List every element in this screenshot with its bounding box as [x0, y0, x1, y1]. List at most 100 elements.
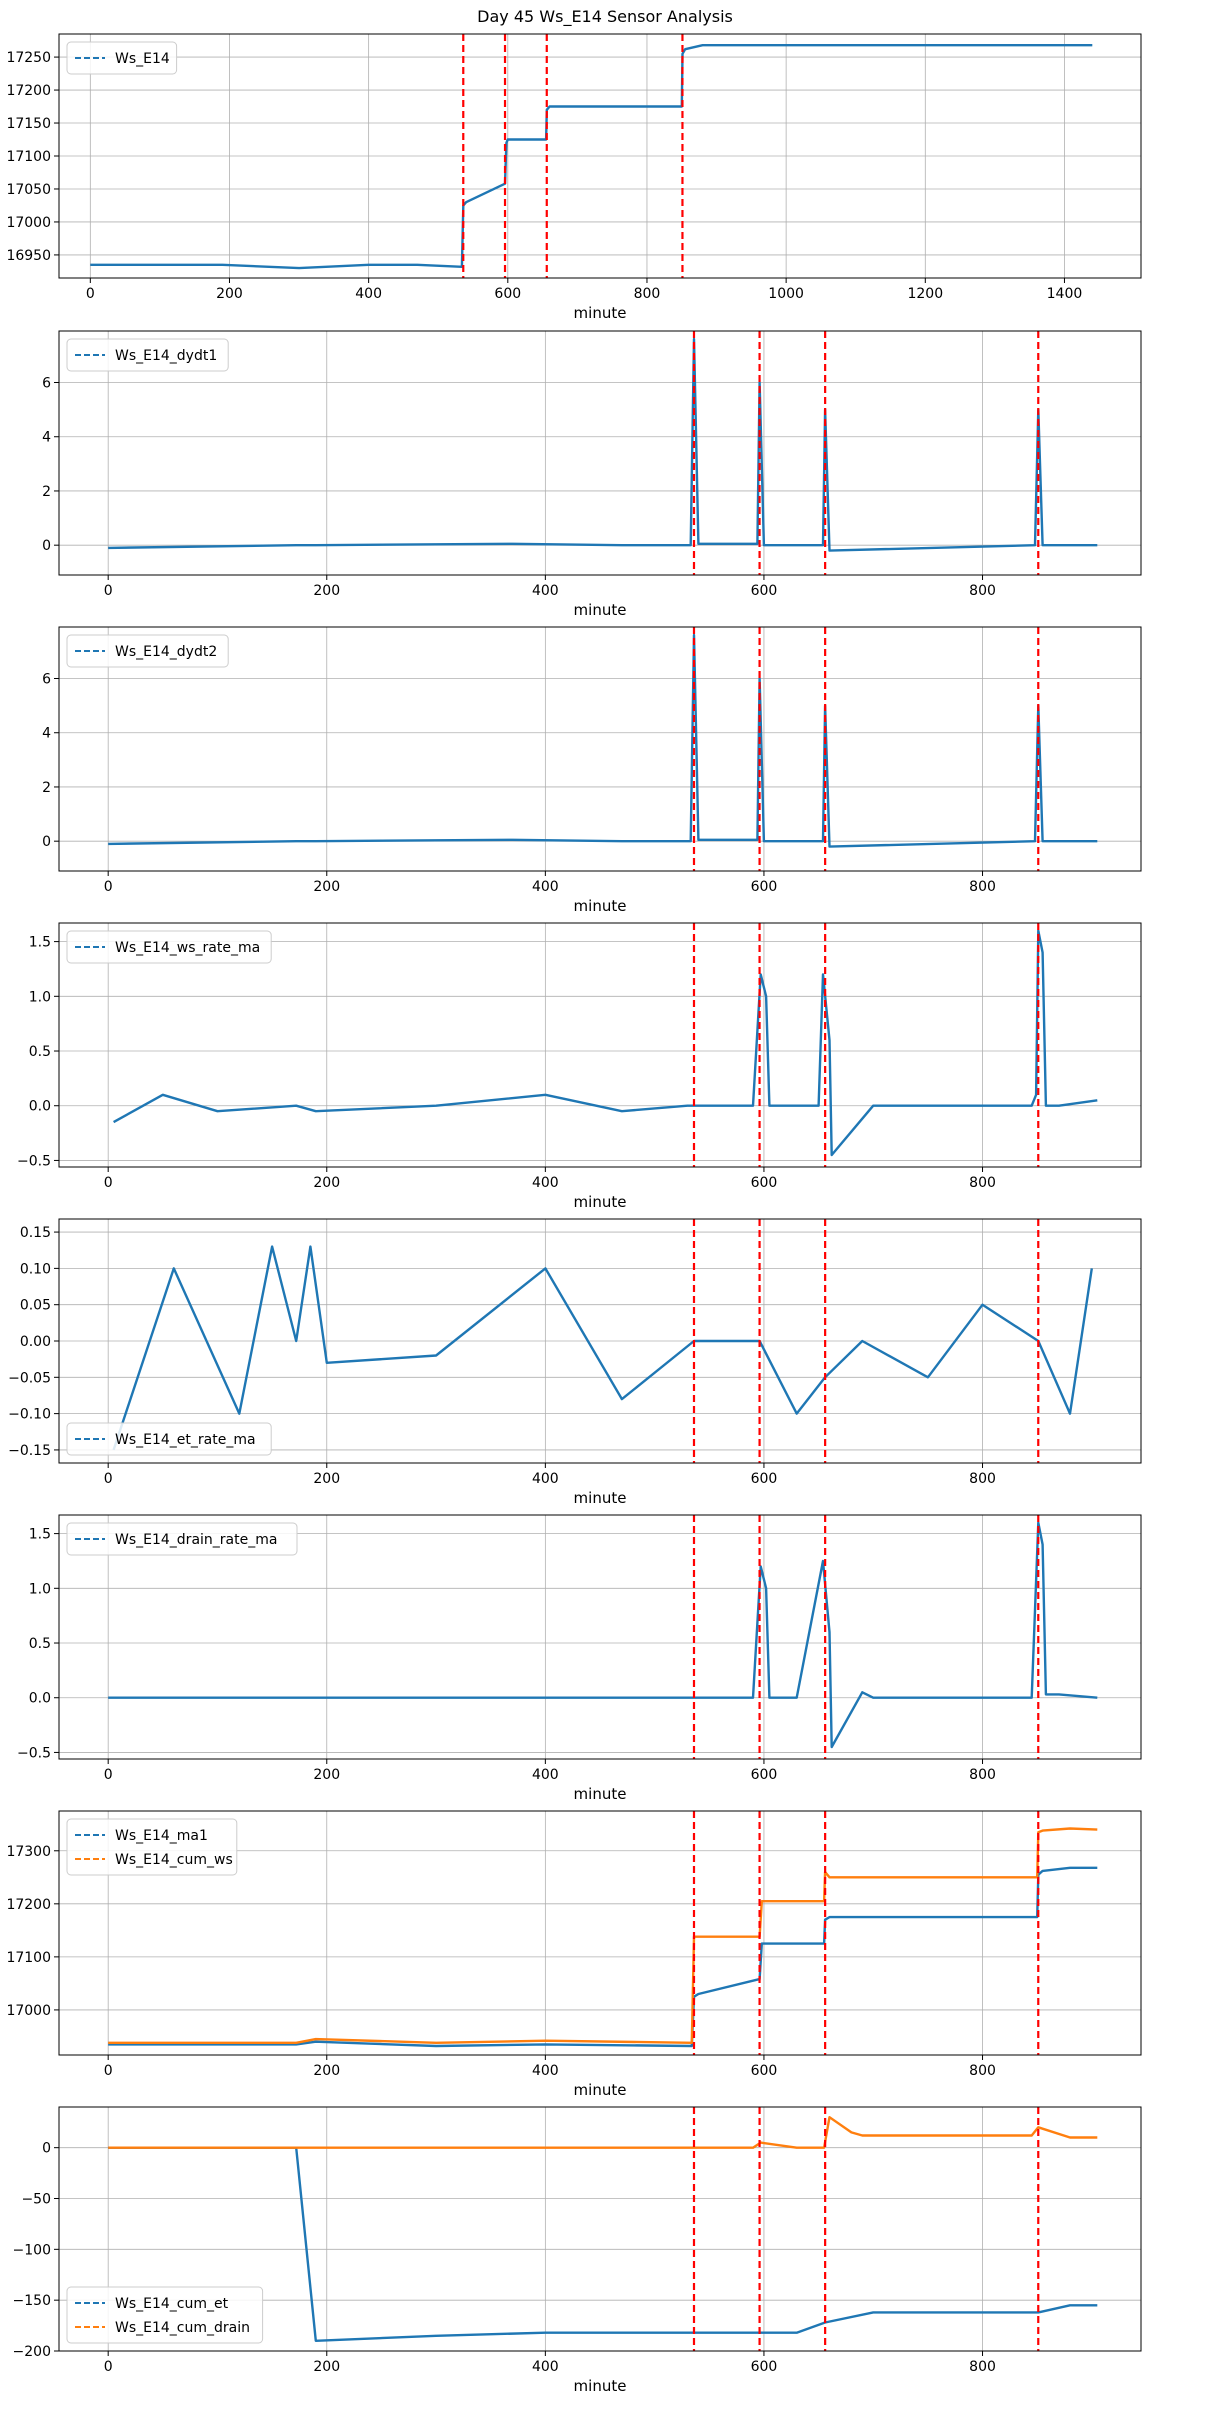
legend-box [66, 2286, 264, 2344]
x-tick-label: 0 [104, 2063, 113, 2079]
series-line-ws-e14-dydt2 [108, 633, 1098, 848]
panel-3: 0 200 400 600 800 0 2 4 6 minute Ws_E14_dydt2 [42, 626, 1142, 915]
x-tick-label: 600 [751, 879, 778, 895]
axes-frame [58, 330, 1142, 576]
panel-5: 0 200 400 600 800 −0.15 −0.10 −0.05 0.00 0.05 0.10… [8, 1218, 1142, 1507]
x-tick-label: 400 [532, 1471, 559, 1487]
y-tick-label: 17150 [6, 116, 51, 132]
y-tick-label: 17200 [6, 83, 51, 99]
y-tick-label: −0.5 [17, 1153, 51, 1169]
panel-6: 0 200 400 600 800 −0.5 0.0 0.5 1.0 1.5 minute Ws_E1… [17, 1514, 1142, 1803]
x-tick-label: 600 [751, 1767, 778, 1783]
x-tick-label: 800 [634, 286, 661, 302]
panel-8: 0 200 400 600 800 −200 −150 −100 −50 0 minute Ws_E1… [13, 2106, 1142, 2395]
y-tick-label: 0 [42, 538, 51, 554]
y-tick-label: −0.5 [17, 1745, 51, 1761]
y-tick-label: 17100 [6, 1950, 51, 1966]
legend-label: Ws_E14_dydt1 [115, 348, 217, 364]
legend-label: Ws_E14_ma1 [115, 1828, 208, 1844]
panel-1: 0 200 400 600 800 1000 1200 1400 16950 17000 17050… [6, 33, 1142, 322]
y-tick-label: −200 [13, 2344, 51, 2360]
x-tick-label: 0 [104, 879, 113, 895]
legend: Ws_E14_drain_rate_ma [66, 1522, 298, 1556]
series-line-ws-e14-drain-rate-ma [108, 1521, 1098, 1749]
axes-frame [58, 33, 1142, 279]
y-tick-label: 17050 [6, 182, 51, 198]
x-tick-label: 400 [532, 583, 559, 599]
legend-label: Ws_E14_cum_ws [115, 1852, 233, 1868]
panel-2: 0 200 400 600 800 0 2 4 6 minute Ws_E14_dydt1 [42, 330, 1142, 619]
panel-7: 0 200 400 600 800 17000 17100 17200 17300 minute W… [6, 1810, 1142, 2099]
x-tick-label: 800 [969, 879, 996, 895]
x-tick-label: 400 [532, 1767, 559, 1783]
legend-label: Ws_E14_drain_rate_ma [115, 1532, 277, 1548]
x-tick-label: 1000 [768, 286, 804, 302]
legend-label: Ws_E14_et_rate_ma [115, 1432, 256, 1448]
x-tick-label: 800 [969, 1471, 996, 1487]
y-tick-label: −0.15 [8, 1443, 51, 1459]
x-tick-label: 200 [313, 879, 340, 895]
y-tick-label: −100 [13, 2242, 51, 2258]
y-tick-label: 17100 [6, 149, 51, 165]
y-tick-label: 16950 [6, 248, 51, 264]
figure-title: Day 45 Ws_E14 Sensor Analysis [477, 7, 733, 27]
legend-label: Ws_E14 [115, 51, 170, 67]
y-tick-label: 0 [42, 834, 51, 850]
x-tick-label: 600 [751, 2359, 778, 2375]
x-tick-label: 200 [313, 1767, 340, 1783]
series-line-ws-e14-et-rate-ma [112, 1245, 1093, 1451]
y-tick-label: 17250 [6, 50, 51, 66]
y-tick-label: 1.5 [29, 935, 51, 951]
y-tick-label: 0.05 [20, 1298, 51, 1314]
series-line-ws-e14-cum-drain [108, 2115, 1098, 2149]
y-tick-label: 4 [42, 726, 51, 742]
y-tick-label: 1.5 [29, 1527, 51, 1543]
x-axis-label: minute [574, 1489, 627, 1507]
y-tick-label: 0.5 [29, 1044, 51, 1060]
axes-frame [58, 1514, 1142, 1760]
x-tick-label: 0 [86, 286, 95, 302]
axes-frame [58, 626, 1142, 872]
legend-box [66, 338, 229, 372]
legend: Ws_E14_cum_et Ws_E14_cum_drain [66, 2286, 264, 2344]
x-axis-label: minute [574, 601, 627, 619]
y-tick-label: −0.05 [8, 1370, 51, 1386]
y-tick-label: 0.5 [29, 1636, 51, 1652]
legend-box [66, 930, 272, 964]
x-tick-label: 800 [969, 583, 996, 599]
x-tick-label: 200 [216, 286, 243, 302]
legend-label: Ws_E14_ws_rate_ma [115, 940, 260, 956]
y-tick-label: −50 [21, 2192, 51, 2208]
x-tick-label: 0 [104, 583, 113, 599]
series-line-ws-e14-cum-et [108, 2146, 1098, 2343]
y-tick-label: 17300 [6, 1844, 51, 1860]
legend-box [66, 634, 229, 668]
legend-label: Ws_E14_cum_drain [115, 2320, 250, 2336]
y-tick-label: −0.10 [8, 1407, 51, 1423]
legend: Ws_E14_ws_rate_ma [66, 930, 272, 964]
y-tick-label: 0.00 [20, 1334, 51, 1350]
x-tick-label: 600 [494, 286, 521, 302]
y-tick-label: 6 [42, 672, 51, 688]
x-tick-label: 200 [313, 2063, 340, 2079]
y-tick-label: 0.15 [20, 1225, 51, 1241]
x-axis-label: minute [574, 1785, 627, 1803]
y-tick-label: 0.10 [20, 1261, 51, 1277]
x-axis-label: minute [574, 2081, 627, 2099]
legend-box [66, 1818, 238, 1876]
x-tick-label: 400 [532, 2359, 559, 2375]
y-tick-label: 0.0 [29, 1099, 51, 1115]
y-tick-label: 1.0 [29, 989, 51, 1005]
legend: Ws_E14 [66, 41, 178, 75]
legend-label: Ws_E14_dydt2 [115, 644, 217, 660]
x-tick-label: 400 [532, 1175, 559, 1191]
series-line-ws-e14-dydt1 [108, 337, 1098, 552]
panel-4: 0 200 400 600 800 −0.5 0.0 0.5 1.0 1.5 minute Ws_E1… [17, 922, 1142, 1211]
series-line-ws-e14-ws-rate-ma [113, 929, 1098, 1157]
series-line-ws-e14-cum-ws [108, 1827, 1098, 2045]
axes-frame [58, 2106, 1142, 2352]
x-axis-label: minute [574, 2377, 627, 2395]
x-tick-label: 0 [104, 1471, 113, 1487]
x-tick-label: 200 [313, 2359, 340, 2375]
